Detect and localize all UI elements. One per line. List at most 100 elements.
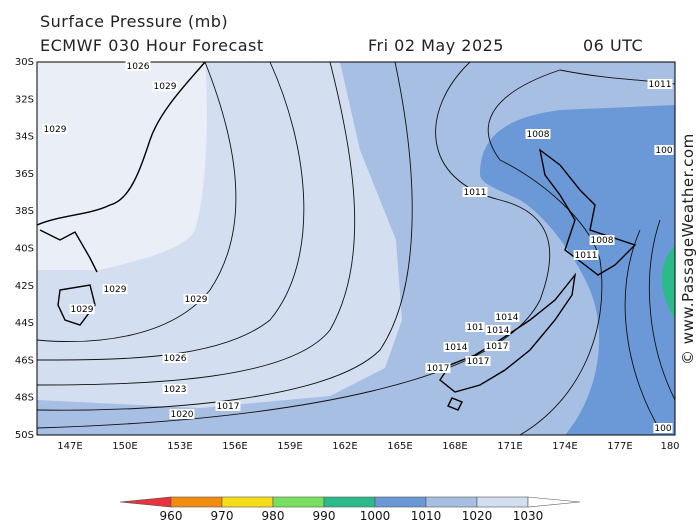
isobar-label: 1014 (445, 343, 468, 353)
isobar (36, 61, 305, 361)
isobar-label: 1017 (427, 364, 450, 374)
isobar-label: 1023 (164, 385, 187, 395)
isobar (36, 61, 356, 386)
isobar-label: 1014 (487, 326, 510, 336)
latitude-label: 50S (15, 430, 34, 441)
colorbar-segment (272, 496, 325, 508)
isobar-label-bg (69, 304, 95, 314)
isobar-label: 1029 (185, 295, 208, 305)
isobar-label-bg (484, 341, 510, 351)
pressure-field (480, 105, 675, 435)
isobar-label: 1029 (44, 125, 67, 135)
isobar-label-bg (162, 384, 188, 394)
isobar-label-bg (525, 129, 551, 139)
isobar (36, 61, 237, 342)
plot-frame (36, 61, 676, 436)
isobar-label-bg (152, 81, 178, 91)
isobar-label-bg (589, 235, 615, 245)
isobar-label-bg (125, 61, 151, 71)
isobar-label: 1020 (171, 410, 194, 420)
longitude-label: 162E (332, 441, 357, 452)
colorbar-label: 1000 (360, 509, 391, 523)
isobar-label-bg (494, 312, 520, 322)
colorbar-label: 980 (262, 509, 285, 523)
isobar-label-bg (653, 423, 673, 433)
coastline (538, 148, 637, 276)
colorbar-label: 990 (313, 509, 336, 523)
coastline (57, 284, 96, 326)
latitude-label: 44S (15, 318, 34, 329)
isobar-label-bg (465, 356, 491, 366)
land-area (37, 62, 207, 270)
colorbar-label: 1010 (411, 509, 442, 523)
coastline (447, 397, 463, 411)
longitude-label: 165E (387, 441, 412, 452)
isobar-label-bg (42, 124, 68, 134)
forecast-label: ECMWF 030 Hour Forecast (40, 36, 264, 55)
coastline (39, 229, 98, 273)
isobar-label: 1029 (104, 285, 127, 295)
longitude-label: 171E (497, 441, 522, 452)
colorbar-label: 970 (211, 509, 234, 523)
isobar (648, 219, 676, 401)
isobar-label-bg (573, 250, 599, 260)
isobar-label: 1017 (486, 342, 509, 352)
pressure-field (661, 245, 675, 320)
colorbar-segment (170, 496, 223, 508)
isobar-label: 100 (655, 146, 672, 156)
colorbar-segment (527, 496, 581, 508)
isobar-label-bg (462, 187, 488, 197)
isobar-label-bg (425, 363, 451, 373)
isobar-label: 1011 (464, 188, 487, 198)
colorbar-label: 960 (160, 509, 183, 523)
isobar (36, 61, 551, 429)
colorbar-segment (374, 496, 427, 508)
isobar-label-bg (654, 145, 674, 155)
isobar (36, 61, 413, 411)
isobar-label: 1011 (649, 80, 672, 90)
isobars (36, 61, 676, 436)
isobar-label: 1017 (467, 357, 490, 367)
longitude-label: 147E (57, 441, 82, 452)
watermark: © www.PassageWeather.com (679, 133, 697, 365)
colorbar-label: 1030 (513, 509, 544, 523)
coastline (36, 61, 206, 226)
isobar-label: 1008 (527, 130, 550, 140)
isobar-label: 1026 (164, 354, 187, 364)
isobar-label: 1017 (217, 402, 240, 412)
colorbar: 960 970 980 990 1000 1010 1020 1030 (119, 496, 581, 523)
forecast-date: Fri 02 May 2025 (368, 36, 504, 55)
isobar-label-bg (102, 284, 128, 294)
isobar-label: 1014 (496, 313, 519, 323)
isobar (624, 229, 661, 431)
isobar-label: 1026 (127, 62, 150, 72)
longitude-label: 150E (112, 441, 137, 452)
colorbar-segment (323, 496, 376, 508)
latitude-label: 38S (15, 206, 34, 217)
colorbar-label: 1020 (462, 509, 493, 523)
latitude-label: 48S (15, 393, 34, 404)
latitude-label: 40S (15, 244, 34, 255)
latitude-label: 32S (15, 94, 34, 105)
isobar-label: 1008 (591, 236, 614, 246)
isobar-label: 101 (466, 323, 483, 333)
latitude-label: 46S (15, 355, 34, 366)
latitude-label: 34S (15, 132, 34, 143)
coastlines (36, 61, 637, 411)
longitude-label: 156E (222, 441, 247, 452)
longitude-label: 177E (607, 441, 632, 452)
isobar-label-bg (183, 294, 209, 304)
longitude-label: 153E (167, 441, 192, 452)
map-title: Surface Pressure (mb) (40, 12, 228, 31)
latitude-label: 36S (15, 169, 34, 180)
isobar-label-bg (485, 325, 511, 335)
colorbar-segment (425, 496, 478, 508)
isobar-label-bg (162, 353, 188, 363)
isobar-label-bg (647, 79, 673, 89)
isobar-label: 1011 (575, 251, 598, 261)
colorbar-segment (476, 496, 529, 508)
forecast-time: 06 UTC (583, 36, 643, 55)
isobar-label: 1029 (71, 305, 94, 315)
coastline (439, 272, 577, 393)
